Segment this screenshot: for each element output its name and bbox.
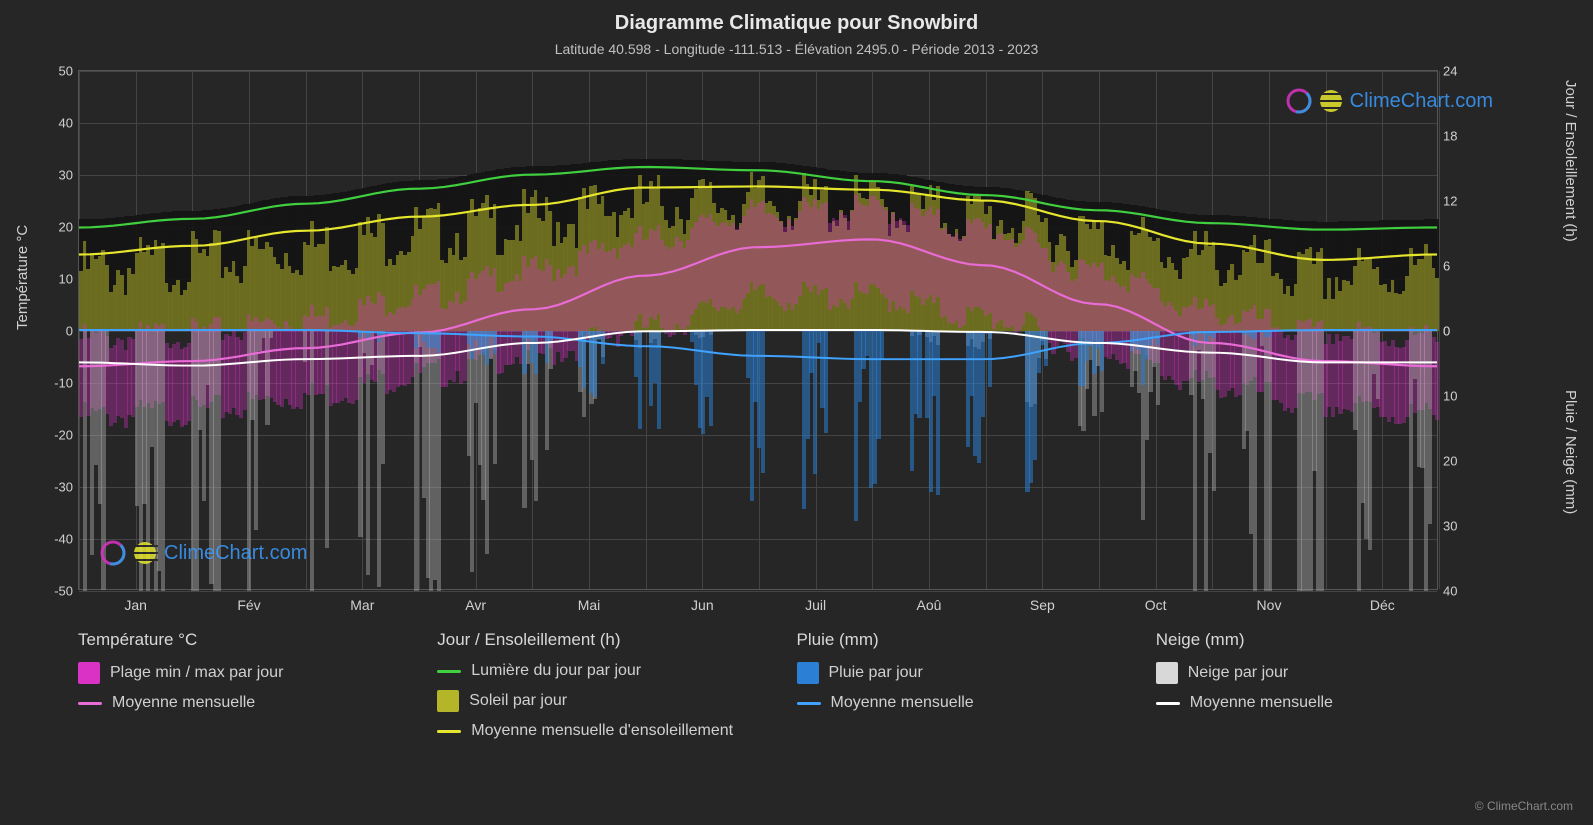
x-tick-month: Juil <box>805 597 826 613</box>
swatch-icon <box>1156 662 1178 684</box>
x-tick-month: Mar <box>350 597 374 613</box>
y-tick-right-hours: 12 <box>1443 194 1457 209</box>
x-tick-month: Jun <box>691 597 714 613</box>
y-axis-right-label-1: Jour / Ensoleillement (h) <box>1562 80 1579 242</box>
legend-group-rain: Pluie (mm) Pluie par jour Moyenne mensue… <box>797 630 1156 750</box>
legend-item-snow-avg: Moyenne mensuelle <box>1156 694 1515 712</box>
x-tick-month: Mai <box>578 597 601 613</box>
legend-title: Jour / Ensoleillement (h) <box>437 630 796 650</box>
chart-title: Diagramme Climatique pour Snowbird <box>0 0 1593 35</box>
legend-group-snow: Neige (mm) Neige par jour Moyenne mensue… <box>1156 630 1515 750</box>
legend: Température °C Plage min / max par jour … <box>78 630 1515 758</box>
y-tick-left: -50 <box>54 584 73 599</box>
swatch-icon <box>797 702 821 705</box>
y-tick-right-hours: 24 <box>1443 64 1457 79</box>
swatch-icon <box>437 690 459 712</box>
y-tick-right-hours: 18 <box>1443 129 1457 144</box>
y-tick-left: 0 <box>66 324 73 339</box>
legend-item-temp-avg: Moyenne mensuelle <box>78 694 437 712</box>
climate-chart: Diagramme Climatique pour Snowbird Latit… <box>0 0 1593 825</box>
swatch-icon <box>437 730 461 733</box>
watermark-logo-top: ClimeChart.com <box>1286 88 1493 114</box>
legend-group-sun: Jour / Ensoleillement (h) Lumière du jou… <box>437 630 796 750</box>
y-tick-right-precip: 40 <box>1443 584 1457 599</box>
legend-title: Pluie (mm) <box>797 630 1156 650</box>
legend-item-sun-avg: Moyenne mensuelle d'ensoleillement <box>437 722 796 740</box>
watermark-logo-bottom: ClimeChart.com <box>100 540 307 566</box>
legend-group-temperature: Température °C Plage min / max par jour … <box>78 630 437 750</box>
legend-label: Soleil par jour <box>469 692 567 710</box>
x-tick-month: Avr <box>465 597 486 613</box>
x-tick-month: Déc <box>1370 597 1395 613</box>
legend-label: Moyenne mensuelle <box>831 694 974 712</box>
x-tick-month: Aoû <box>917 597 942 613</box>
legend-label: Neige par jour <box>1188 664 1289 682</box>
y-tick-left: 50 <box>59 64 73 79</box>
y-tick-right-precip: 0 <box>1443 324 1450 339</box>
y-tick-right-precip: 30 <box>1443 519 1457 534</box>
legend-item-rain-avg: Moyenne mensuelle <box>797 694 1156 712</box>
y-tick-left: -30 <box>54 480 73 495</box>
swatch-icon <box>78 662 100 684</box>
legend-label: Moyenne mensuelle <box>112 694 255 712</box>
y-axis-right-label-2: Pluie / Neige (mm) <box>1562 390 1579 514</box>
legend-title: Neige (mm) <box>1156 630 1515 650</box>
y-axis-left-label: Température °C <box>14 225 31 330</box>
y-tick-right-precip: 20 <box>1443 454 1457 469</box>
swatch-icon <box>78 702 102 705</box>
legend-item-sun-daily: Soleil par jour <box>437 690 796 712</box>
y-tick-left: -10 <box>54 376 73 391</box>
y-tick-left: 40 <box>59 116 73 131</box>
y-tick-left: 30 <box>59 168 73 183</box>
x-tick-month: Nov <box>1257 597 1282 613</box>
legend-item-temp-range: Plage min / max par jour <box>78 662 437 684</box>
legend-label: Lumière du jour par jour <box>471 662 641 680</box>
legend-label: Plage min / max par jour <box>110 664 283 682</box>
y-tick-left: -40 <box>54 532 73 547</box>
chart-subtitle: Latitude 40.598 - Longitude -111.513 - É… <box>0 35 1593 57</box>
copyright-text: © ClimeChart.com <box>1475 799 1573 813</box>
watermark-text: ClimeChart.com <box>1350 90 1493 113</box>
legend-item-snow-daily: Neige par jour <box>1156 662 1515 684</box>
y-tick-left: 20 <box>59 220 73 235</box>
legend-item-daylight: Lumière du jour par jour <box>437 662 796 680</box>
swatch-icon <box>1156 702 1180 705</box>
swatch-icon <box>797 662 819 684</box>
y-tick-left: 10 <box>59 272 73 287</box>
swatch-icon <box>437 670 461 673</box>
watermark-text: ClimeChart.com <box>164 542 307 565</box>
legend-label: Pluie par jour <box>829 664 923 682</box>
legend-title: Température °C <box>78 630 437 650</box>
x-tick-month: Sep <box>1030 597 1055 613</box>
y-tick-right-precip: 10 <box>1443 389 1457 404</box>
legend-item-rain-daily: Pluie par jour <box>797 662 1156 684</box>
legend-label: Moyenne mensuelle <box>1190 694 1333 712</box>
x-tick-month: Oct <box>1145 597 1167 613</box>
y-tick-right-hours: 6 <box>1443 259 1450 274</box>
legend-label: Moyenne mensuelle d'ensoleillement <box>471 722 733 740</box>
plot-area: 50403020100-10-20-30-40-5024181260010203… <box>78 70 1438 590</box>
y-tick-left: -20 <box>54 428 73 443</box>
x-tick-month: Jan <box>124 597 147 613</box>
x-tick-month: Fév <box>237 597 260 613</box>
